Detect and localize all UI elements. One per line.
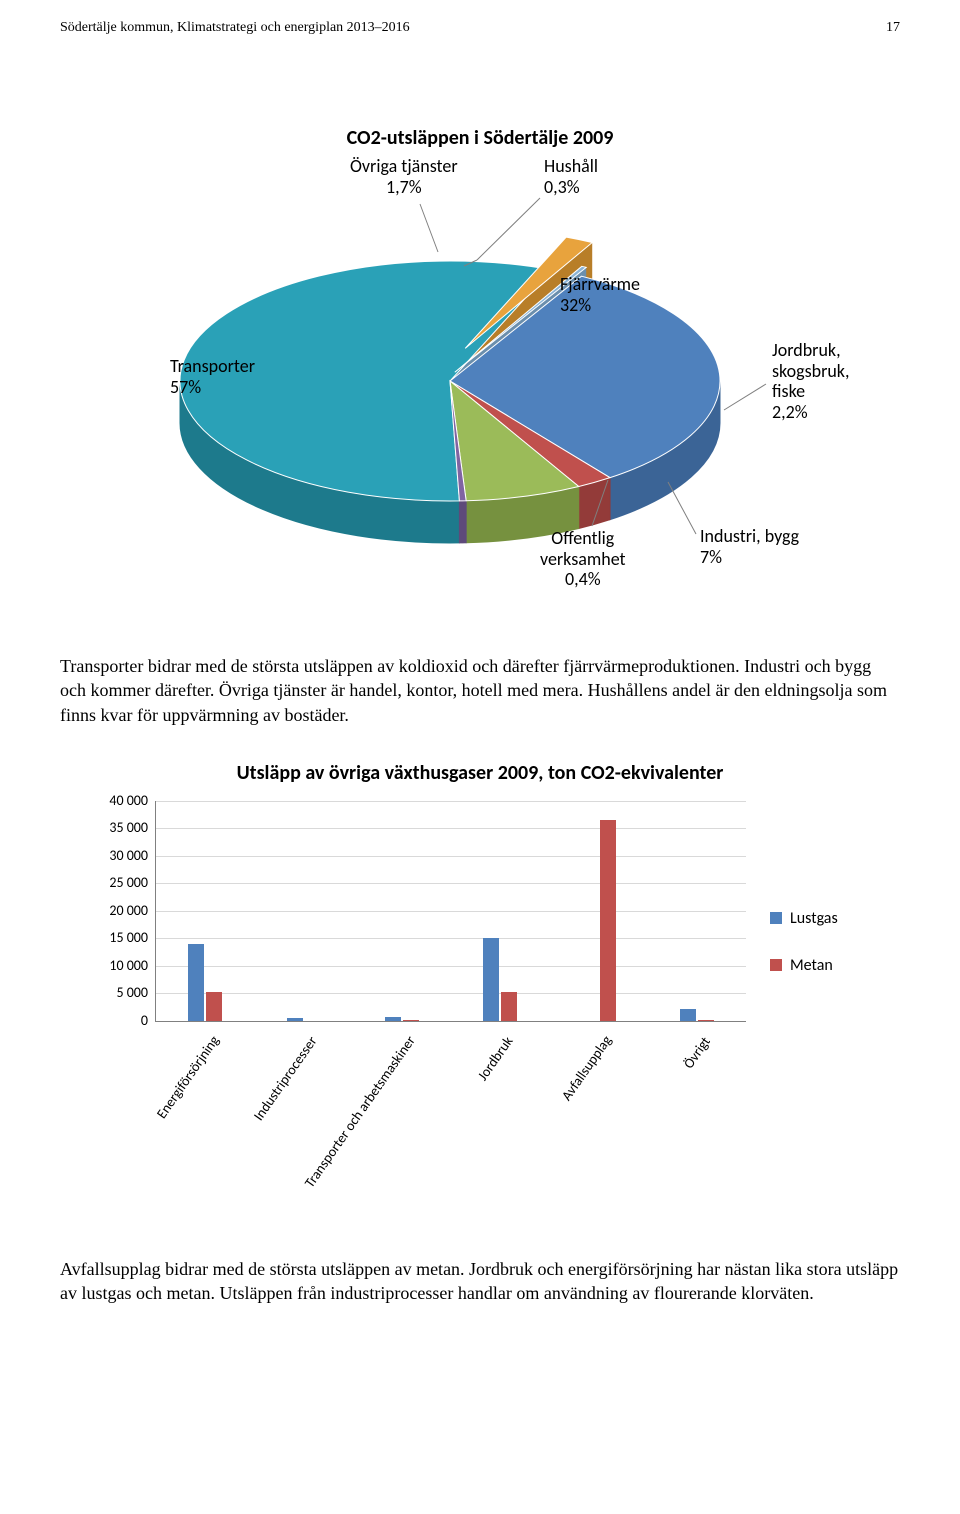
y-tick-label: 20 000 xyxy=(88,902,148,919)
x-tick-label: Avfallsupplag xyxy=(558,1033,615,1105)
pie-label-ovriga: Övriga tjänster 1,7% xyxy=(350,156,458,197)
y-tick-label: 25 000 xyxy=(88,874,148,891)
x-tick-label: Jordbruk xyxy=(474,1033,517,1084)
header-page-number: 17 xyxy=(886,20,900,36)
y-tick-label: 40 000 xyxy=(88,792,148,809)
bar xyxy=(680,1009,696,1021)
pie-chart-title: CO2-utsläppen i Södertälje 2009 xyxy=(60,126,900,150)
y-tick-label: 15 000 xyxy=(88,929,148,946)
bar xyxy=(501,992,517,1021)
bar-chart-title: Utsläpp av övriga växthusgaser 2009, ton… xyxy=(60,761,900,785)
bar-legend: Lustgas Metan xyxy=(770,881,838,1003)
legend-item-metan: Metan xyxy=(770,956,838,975)
paragraph-2: Avfallsupplag bidrar med de största utsl… xyxy=(60,1257,900,1306)
bar xyxy=(483,938,499,1021)
pie-label-offentlig: Offentlig verksamhet 0,4% xyxy=(540,528,626,590)
pie-label-transporter: Transporter 57% xyxy=(170,356,255,397)
legend-label: Lustgas xyxy=(790,909,838,928)
legend-label: Metan xyxy=(790,956,833,975)
plot-area xyxy=(155,801,746,1022)
y-tick-label: 35 000 xyxy=(88,819,148,836)
pie-chart: Övriga tjänster 1,7% Hushåll 0,3% Fjärrv… xyxy=(60,156,900,636)
x-tick-label: Transporter och arbetsmaskiner xyxy=(301,1033,419,1191)
bar xyxy=(385,1017,401,1021)
pie-label-fjarrvarme: Fjärrvärme 32% xyxy=(560,274,640,315)
bar xyxy=(206,992,222,1021)
y-tick-label: 0 xyxy=(88,1012,148,1029)
bar xyxy=(698,1020,714,1021)
legend-item-lustgas: Lustgas xyxy=(770,909,838,928)
legend-swatch xyxy=(770,912,782,924)
y-tick-label: 10 000 xyxy=(88,957,148,974)
pie-label-jordbruk: Jordbruk, skogsbruk, fiske 2,2% xyxy=(772,340,849,423)
bar xyxy=(188,944,204,1021)
x-tick-label: Energiförsörjning xyxy=(153,1033,223,1122)
y-tick-label: 5 000 xyxy=(88,984,148,1001)
bar xyxy=(403,1020,419,1021)
bar xyxy=(287,1018,303,1021)
paragraph-1: Transporter bidrar med de största utsläp… xyxy=(60,654,900,727)
bar xyxy=(600,820,616,1021)
x-tick-label: Övrigt xyxy=(680,1033,714,1071)
x-tick-label: Industriprocesser xyxy=(250,1033,321,1124)
header-left: Södertälje kommun, Klimatstrategi och en… xyxy=(60,20,410,36)
pie-label-hushall: Hushåll 0,3% xyxy=(544,156,598,197)
y-tick-label: 30 000 xyxy=(88,847,148,864)
pie-label-industri: Industri, bygg 7% xyxy=(700,526,799,567)
bar-chart: Lustgas Metan 0 5 000 10 000 15 000 20 000 25… xyxy=(60,791,900,1231)
legend-swatch xyxy=(770,959,782,971)
